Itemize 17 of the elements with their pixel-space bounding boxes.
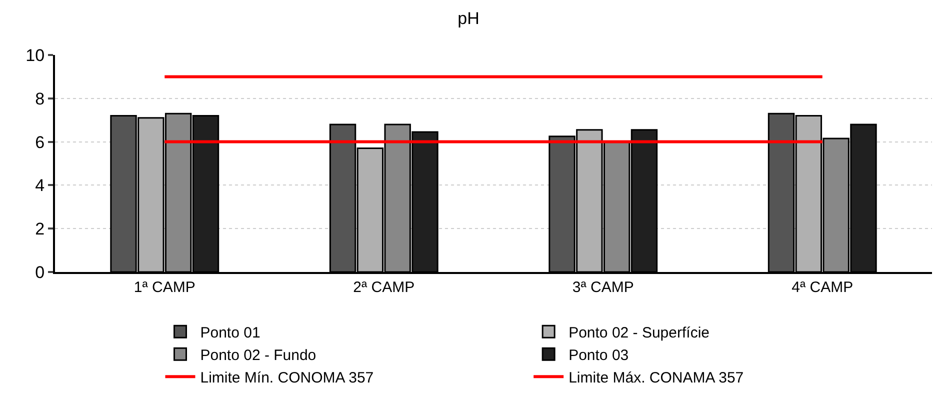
legend-label: Limite Máx. CONAMA 357 bbox=[568, 370, 744, 386]
x-tick-label: 1ª CAMP bbox=[134, 279, 196, 296]
legend-label: Ponto 01 bbox=[200, 324, 260, 342]
legend-label: Limite Mín. CONOMA 357 bbox=[200, 370, 374, 386]
x-tick-label: 4ª CAMP bbox=[792, 279, 854, 296]
y-tick-label: 4 bbox=[35, 176, 45, 196]
y-tick-label: 2 bbox=[35, 220, 45, 239]
y-tick-label: 0 bbox=[35, 262, 45, 282]
y-tick-label: 10 bbox=[26, 46, 45, 65]
chart-title: pH bbox=[458, 9, 480, 28]
legend-label: Ponto 02 - Superfície bbox=[568, 324, 710, 342]
y-tick-label: 6 bbox=[35, 132, 45, 152]
y-tick-label: 8 bbox=[35, 89, 45, 108]
legend-label: Ponto 03 bbox=[568, 347, 629, 364]
x-tick-label: 3ª CAMP bbox=[572, 279, 634, 296]
x-tick-label: 2ª CAMP bbox=[353, 279, 415, 296]
legend-label: Ponto 02 - Fundo bbox=[200, 347, 316, 364]
